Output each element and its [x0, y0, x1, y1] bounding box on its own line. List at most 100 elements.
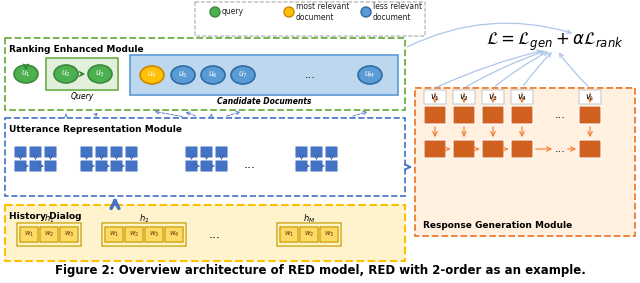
Ellipse shape [171, 66, 195, 84]
FancyBboxPatch shape [14, 146, 27, 158]
Text: $w_1$: $w_1$ [284, 230, 294, 239]
FancyBboxPatch shape [145, 227, 163, 242]
FancyBboxPatch shape [320, 227, 338, 242]
Ellipse shape [54, 65, 78, 83]
Text: Figure 2: Overview architecture of RED model, RED with 2-order as an example.: Figure 2: Overview architecture of RED m… [54, 264, 586, 277]
FancyBboxPatch shape [80, 160, 93, 172]
FancyBboxPatch shape [511, 90, 533, 104]
FancyBboxPatch shape [200, 146, 213, 158]
Text: $w_2$: $w_2$ [304, 230, 314, 239]
FancyBboxPatch shape [40, 227, 58, 242]
FancyBboxPatch shape [195, 2, 425, 36]
Text: $u_2$: $u_2$ [61, 69, 71, 79]
Text: $u_M$: $u_M$ [364, 70, 376, 80]
FancyBboxPatch shape [215, 146, 228, 158]
FancyBboxPatch shape [295, 146, 308, 158]
FancyBboxPatch shape [130, 55, 398, 95]
FancyBboxPatch shape [95, 160, 108, 172]
FancyBboxPatch shape [424, 140, 446, 158]
Text: $w_3$: $w_3$ [324, 230, 334, 239]
Text: $\mathcal{L} = \mathcal{L}_{gen} + \alpha\mathcal{L}_{rank}$: $\mathcal{L} = \mathcal{L}_{gen} + \alph… [486, 31, 624, 53]
Text: $h_M$: $h_M$ [303, 213, 315, 225]
Text: less relevant
document: less relevant document [373, 2, 422, 22]
Text: $w_1$: $w_1$ [109, 230, 119, 239]
FancyBboxPatch shape [215, 160, 228, 172]
FancyBboxPatch shape [46, 58, 118, 90]
FancyBboxPatch shape [579, 140, 601, 158]
Text: ...: ... [555, 110, 565, 120]
Text: $u_3$: $u_3$ [95, 69, 105, 79]
FancyBboxPatch shape [310, 146, 323, 158]
FancyBboxPatch shape [453, 106, 475, 124]
Text: $v_1$: $v_1$ [430, 93, 440, 103]
Ellipse shape [210, 7, 220, 17]
FancyBboxPatch shape [185, 146, 198, 158]
Text: Candidate Documents: Candidate Documents [217, 97, 311, 106]
FancyBboxPatch shape [5, 205, 405, 261]
FancyBboxPatch shape [44, 160, 57, 172]
Ellipse shape [361, 7, 371, 17]
Text: most relevant
document: most relevant document [296, 2, 349, 22]
FancyBboxPatch shape [125, 146, 138, 158]
FancyBboxPatch shape [125, 227, 143, 242]
Text: $v_L$: $v_L$ [585, 93, 595, 103]
Text: $h_2$: $h_2$ [139, 213, 149, 225]
Text: Utterance Representation Module: Utterance Representation Module [9, 125, 182, 134]
FancyBboxPatch shape [95, 146, 108, 158]
Ellipse shape [358, 66, 382, 84]
Text: $v_2$: $v_2$ [459, 93, 469, 103]
FancyBboxPatch shape [579, 90, 601, 104]
FancyBboxPatch shape [14, 160, 27, 172]
FancyBboxPatch shape [453, 140, 475, 158]
Text: ...: ... [305, 70, 316, 80]
FancyBboxPatch shape [295, 160, 308, 172]
FancyBboxPatch shape [325, 146, 338, 158]
Text: $u_4$: $u_4$ [147, 70, 157, 80]
FancyBboxPatch shape [165, 227, 183, 242]
FancyBboxPatch shape [310, 160, 323, 172]
Text: $w_3$: $w_3$ [148, 230, 159, 239]
Ellipse shape [231, 66, 255, 84]
Text: $w_3$: $w_3$ [64, 230, 74, 239]
FancyBboxPatch shape [29, 146, 42, 158]
Text: Query: Query [70, 92, 93, 101]
FancyBboxPatch shape [453, 90, 475, 104]
Text: query: query [222, 8, 244, 16]
FancyBboxPatch shape [200, 160, 213, 172]
FancyBboxPatch shape [29, 160, 42, 172]
FancyBboxPatch shape [80, 146, 93, 158]
FancyBboxPatch shape [511, 140, 533, 158]
FancyBboxPatch shape [125, 160, 138, 172]
FancyBboxPatch shape [424, 106, 446, 124]
Ellipse shape [14, 65, 38, 83]
FancyBboxPatch shape [482, 106, 504, 124]
FancyBboxPatch shape [110, 160, 123, 172]
Text: $w_4$: $w_4$ [169, 230, 179, 239]
Text: $v_3$: $v_3$ [488, 93, 498, 103]
FancyBboxPatch shape [185, 160, 198, 172]
Text: Ranking Enhanced Module: Ranking Enhanced Module [9, 45, 143, 54]
FancyBboxPatch shape [110, 146, 123, 158]
Ellipse shape [140, 66, 164, 84]
Text: $u_5$: $u_5$ [178, 70, 188, 80]
FancyBboxPatch shape [579, 106, 601, 124]
Ellipse shape [88, 65, 112, 83]
FancyBboxPatch shape [511, 106, 533, 124]
FancyBboxPatch shape [280, 227, 298, 242]
Text: $u_1$: $u_1$ [21, 69, 31, 79]
FancyBboxPatch shape [44, 146, 57, 158]
Text: $u_7$: $u_7$ [238, 70, 248, 80]
FancyBboxPatch shape [300, 227, 318, 242]
Text: History Dialog: History Dialog [9, 212, 81, 221]
Text: $v_4$: $v_4$ [517, 93, 527, 103]
Ellipse shape [201, 66, 225, 84]
Ellipse shape [284, 7, 294, 17]
FancyBboxPatch shape [20, 227, 38, 242]
Text: ...: ... [244, 158, 256, 171]
FancyBboxPatch shape [60, 227, 78, 242]
FancyBboxPatch shape [5, 118, 405, 196]
FancyBboxPatch shape [325, 160, 338, 172]
FancyBboxPatch shape [482, 140, 504, 158]
Text: Response Generation Module: Response Generation Module [423, 221, 572, 230]
Text: $w_2$: $w_2$ [129, 230, 139, 239]
